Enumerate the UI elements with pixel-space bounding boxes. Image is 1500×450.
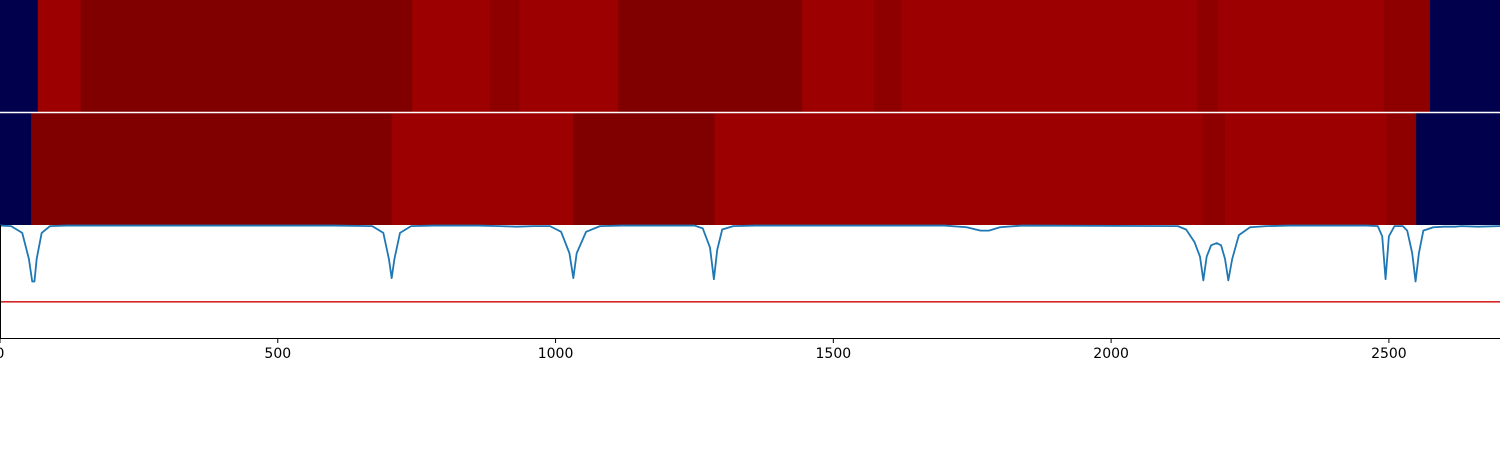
heatmap-rows <box>0 0 1500 225</box>
heatmap-row-1-segment-12 <box>1217 0 1385 112</box>
x-tick-label-1000: 1000 <box>538 346 574 362</box>
heatmap-row-2-segment-2 <box>31 113 393 225</box>
heatmap-row-1-segment-5 <box>490 0 520 112</box>
heatmap-row-1-segment-8 <box>802 0 875 112</box>
signal-line <box>0 224 1500 283</box>
heatmap-row-1-segment-14 <box>1430 0 1500 112</box>
x-tick-label-500: 500 <box>264 346 291 362</box>
heatmap-row-1-segment-3 <box>80 0 413 112</box>
x-tick-label-2500: 2500 <box>1371 346 1407 362</box>
line-panel <box>0 224 1500 339</box>
x-tick-label-2000: 2000 <box>1093 346 1129 362</box>
heatmap-row-1-segment-10 <box>901 0 1198 112</box>
x-tick-label-1500: 1500 <box>816 346 852 362</box>
heatmap-row-1-segment-13 <box>1383 0 1431 112</box>
heatmap-row-1-segment-6 <box>519 0 619 112</box>
heatmap-row-1-segment-1 <box>0 0 39 112</box>
heatmap-row-2-segment-3 <box>391 113 574 225</box>
heatmap-row-2-segment-4 <box>573 113 715 225</box>
heatmap-row-2-segment-9 <box>1416 113 1500 225</box>
heatmap-row-1-segment-11 <box>1197 0 1219 112</box>
heatmap-row-2-segment-6 <box>1202 113 1226 225</box>
x-tick-label-0: 0 <box>0 346 4 362</box>
heatmap-row-2-segment-5 <box>714 113 1204 225</box>
heatmap-row-1-segment-7 <box>618 0 803 112</box>
x-axis: 0 500 1000 1500 2000 2500 <box>0 339 1407 362</box>
heatmap-row-1-segment-2 <box>37 0 82 112</box>
heatmap-row-2-segment-7 <box>1225 113 1388 225</box>
heatmap-row-1-segment-9 <box>873 0 902 112</box>
heatmap-row-2-segment-1 <box>0 113 32 225</box>
heatmap-row-1-segment-4 <box>412 0 491 112</box>
heatmap-row-2-segment-8 <box>1386 113 1417 225</box>
